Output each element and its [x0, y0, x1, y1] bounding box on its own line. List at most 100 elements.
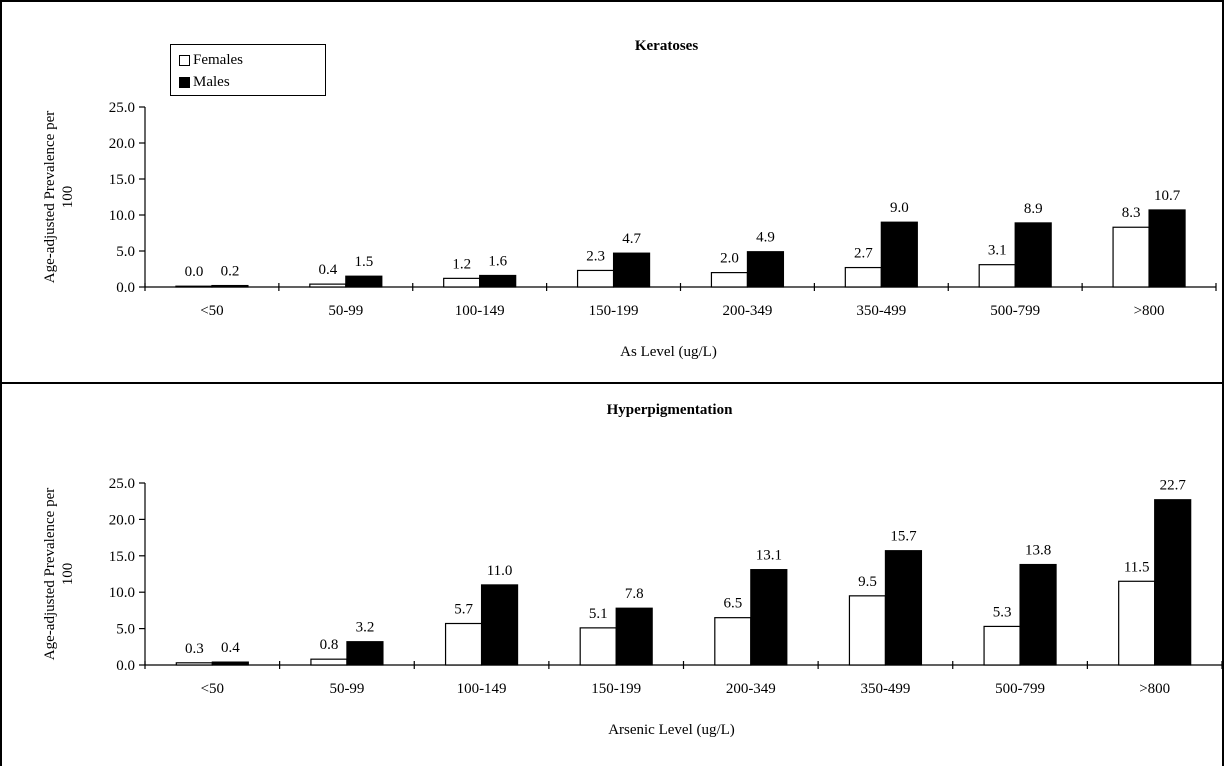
bar-females: [1119, 581, 1155, 665]
bar-males: [1020, 565, 1056, 665]
x-tick-label: 500-799: [990, 303, 1040, 319]
bar-males: [212, 662, 248, 665]
data-label: 2.7: [854, 246, 873, 262]
y-tick-label: 20.0: [109, 136, 135, 152]
bar-males: [347, 642, 383, 665]
legend-item-males: Males: [179, 71, 317, 93]
y-axis-title-line-2: 100: [60, 186, 76, 209]
bar-males: [1015, 223, 1051, 287]
chart-legend: Females Males: [170, 44, 326, 96]
data-label: 1.2: [452, 256, 471, 272]
x-tick-label: <50: [200, 303, 223, 319]
y-axis-title-line-2: 100: [60, 563, 76, 586]
legend-label-females: Females: [193, 52, 243, 69]
y-axis-title: Age-adjusted Prevalence per 100: [42, 111, 76, 283]
x-axis-title: Arsenic Level (ug/L): [608, 722, 735, 738]
data-label: 5.1: [589, 606, 608, 622]
data-label: 9.5: [858, 574, 877, 590]
chart-title: Keratoses: [635, 38, 698, 54]
data-label: 3.2: [356, 620, 375, 636]
bar-males: [614, 253, 650, 287]
x-tick-label: 150-199: [591, 681, 641, 697]
bar-females: [984, 626, 1020, 665]
data-label: 0.4: [221, 640, 240, 656]
data-label: 0.3: [185, 641, 204, 657]
data-label: 5.7: [454, 602, 473, 618]
bar-females: [176, 663, 212, 665]
y-tick-label: 25.0: [109, 476, 135, 492]
y-tick-label: 0.0: [116, 658, 135, 674]
data-label: 0.2: [221, 264, 240, 280]
bar-males: [1149, 210, 1185, 287]
x-tick-label: 200-349: [726, 681, 776, 697]
bar-males: [212, 286, 248, 287]
x-tick-label: <50: [201, 681, 224, 697]
y-tick-label: 5.0: [116, 622, 135, 638]
data-label: 0.0: [185, 264, 204, 280]
data-label: 0.8: [320, 637, 339, 653]
data-label: 10.7: [1154, 188, 1181, 204]
x-tick-label: 50-99: [328, 303, 363, 319]
x-axis-title: As Level (ug/L): [620, 344, 717, 360]
data-label: 2.0: [720, 251, 739, 267]
x-tick-label: 100-149: [457, 681, 507, 697]
y-tick-label: 20.0: [109, 512, 135, 528]
bar-females: [580, 628, 616, 665]
x-tick-label: 50-99: [329, 681, 364, 697]
bar-females: [310, 284, 346, 287]
x-tick-label: 350-499: [860, 681, 910, 697]
legend-swatch-females: [179, 55, 190, 66]
chart-title: Hyperpigmentation: [607, 402, 733, 418]
legend-label-males: Males: [193, 74, 230, 91]
data-label: 0.4: [318, 262, 337, 278]
bar-males: [885, 551, 921, 665]
x-tick-label: >800: [1139, 681, 1170, 697]
x-tick-label: >800: [1134, 303, 1165, 319]
data-label: 13.8: [1025, 543, 1051, 559]
x-tick-label: 500-799: [995, 681, 1045, 697]
bar-females: [446, 624, 482, 665]
data-label: 22.7: [1160, 478, 1187, 494]
bar-females: [849, 596, 885, 665]
x-tick-label: 350-499: [856, 303, 906, 319]
legend-item-females: Females: [179, 49, 317, 71]
bar-females: [1113, 227, 1149, 287]
y-axis-title: Age-adjusted Prevalence per 100: [42, 488, 76, 660]
data-label: 11.0: [487, 563, 513, 579]
data-label: 9.0: [890, 200, 909, 216]
data-label: 6.5: [723, 596, 742, 612]
bar-females: [311, 659, 347, 665]
y-tick-label: 10.0: [109, 208, 135, 224]
data-label: 11.5: [1124, 559, 1150, 575]
y-tick-label: 5.0: [116, 244, 135, 260]
x-tick-label: 200-349: [722, 303, 772, 319]
data-label: 3.1: [988, 243, 1007, 259]
bar-males: [751, 570, 787, 665]
data-label: 8.9: [1024, 201, 1043, 217]
y-axis-title-text: Age-adjusted Prevalence per 100: [42, 111, 76, 283]
hyperpigmentation-chart: Hyperpigmentation 0.0 5.0 10.0 15.0 20.0 25.0 <…: [2, 384, 1224, 766]
bar-males: [482, 585, 518, 665]
bar-females: [578, 270, 614, 287]
y-axis-title-line-1: Age-adjusted Prevalence per: [42, 488, 58, 660]
bar-males: [346, 276, 382, 287]
data-label: 5.3: [993, 604, 1012, 620]
bar-females: [444, 278, 480, 287]
data-label: 2.3: [586, 248, 605, 264]
y-axis-title-text: Age-adjusted Prevalence per 100: [42, 488, 76, 660]
data-label: 7.8: [625, 586, 644, 602]
y-axis-title-line-1: Age-adjusted Prevalence per: [42, 111, 58, 283]
y-tick-label: 15.0: [109, 172, 135, 188]
bar-females: [715, 618, 751, 665]
bar-males: [747, 252, 783, 287]
x-tick-label: 150-199: [589, 303, 639, 319]
y-tick-label: 25.0: [109, 100, 135, 116]
bar-males: [480, 275, 516, 287]
bar-females: [711, 273, 747, 287]
data-label: 1.5: [354, 254, 373, 270]
x-tick-label: 100-149: [455, 303, 505, 319]
bar-females: [845, 268, 881, 287]
data-label: 1.6: [488, 253, 507, 269]
bar-females: [176, 286, 212, 287]
data-label: 15.7: [890, 529, 917, 545]
